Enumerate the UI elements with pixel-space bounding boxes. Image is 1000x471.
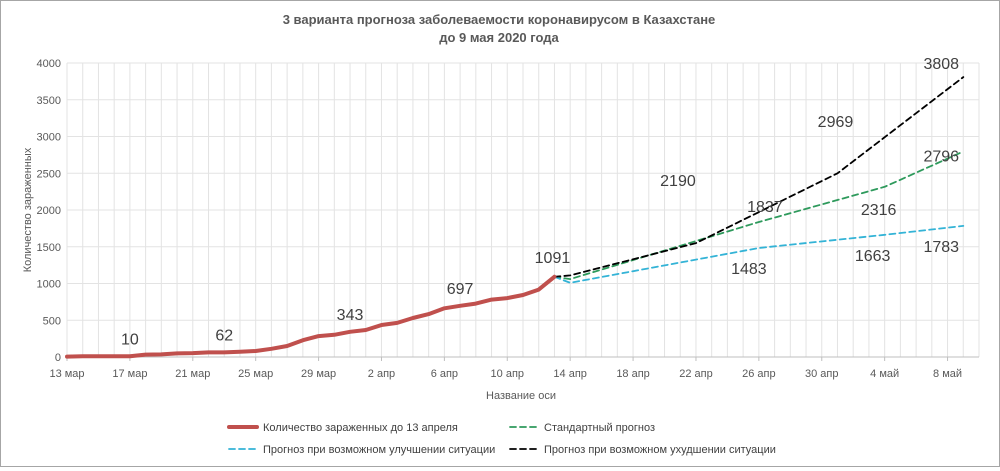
y-tick-label: 500 (43, 315, 61, 327)
data-labels: 10 62 343 697 1091 2190 1837 1483 2969 2316 1663 27… (121, 56, 959, 348)
y-tick-label: 1500 (37, 242, 61, 254)
axes: 0 500 1000 1500 2000 2500 3000 3500 4000 13 мар 17… (37, 58, 979, 380)
x-tick-label: 22 апр (679, 368, 712, 380)
y-tick-label: 1000 (37, 279, 61, 291)
data-label: 1483 (731, 261, 767, 278)
y-tick-label: 4000 (37, 58, 61, 70)
y-tick-label: 2000 (37, 205, 61, 217)
data-label: 2190 (660, 173, 696, 190)
legend-label-2: Стандартный прогноз (544, 422, 655, 434)
legend-label-4: Прогноз при возможном ухудшении ситуации (544, 444, 776, 456)
x-tick-label: 2 апр (368, 368, 395, 380)
legend-label-3: Прогноз при возможном улучшении ситуации (263, 444, 495, 456)
series-lines (65, 76, 965, 359)
x-tick-label: 14 апр (553, 368, 586, 380)
data-label: 343 (337, 307, 364, 324)
legend: Количество зараженных до 13 апреля Станда… (227, 422, 776, 456)
data-label: 62 (215, 327, 233, 344)
x-tick-label: 6 апр (431, 368, 458, 380)
chart-title: 3 варианта прогноза заболеваемости корон… (283, 12, 716, 27)
series-line-1 (65, 274, 557, 359)
x-tick-label: 4 май (870, 368, 899, 380)
data-label: 2969 (818, 114, 854, 131)
x-tick-label: 10 апр (491, 368, 524, 380)
data-label: 3808 (923, 56, 959, 73)
data-label: 1837 (747, 199, 783, 216)
x-tick-label: 17 мар (112, 368, 147, 380)
gridlines (66, 62, 980, 358)
series-line-3 (553, 224, 965, 284)
x-tick-label: 8 май (933, 368, 962, 380)
y-tick-label: 3500 (37, 95, 61, 107)
data-label: 2316 (861, 202, 897, 219)
x-axis-title: Название оси (486, 390, 556, 402)
data-label: 10 (121, 331, 139, 348)
x-tick-label: 13 мар (49, 368, 84, 380)
data-label: 1783 (923, 239, 959, 256)
x-tick-label: 21 мар (175, 368, 210, 380)
x-tick-label: 25 мар (238, 368, 273, 380)
legend-label-1: Количество зараженных до 13 апреля (263, 422, 458, 434)
y-axis-title: Количество зараженных (22, 147, 34, 272)
x-tick-label: 26 апр (742, 368, 775, 380)
data-label: 697 (447, 281, 474, 298)
data-label: 2796 (923, 148, 959, 165)
y-tick-label: 2500 (37, 168, 61, 180)
data-label: 1663 (855, 248, 891, 265)
x-tick-label: 30 апр (805, 368, 838, 380)
data-label: 1091 (535, 250, 571, 267)
x-tick-label: 18 апр (616, 368, 649, 380)
y-tick-label: 3000 (37, 132, 61, 144)
series-line-4 (553, 76, 965, 278)
series-line-2 (553, 150, 965, 281)
y-tick-label: 0 (55, 352, 61, 364)
x-tick-label: 29 мар (301, 368, 336, 380)
chart-subtitle: до 9 мая 2020 года (439, 30, 559, 45)
